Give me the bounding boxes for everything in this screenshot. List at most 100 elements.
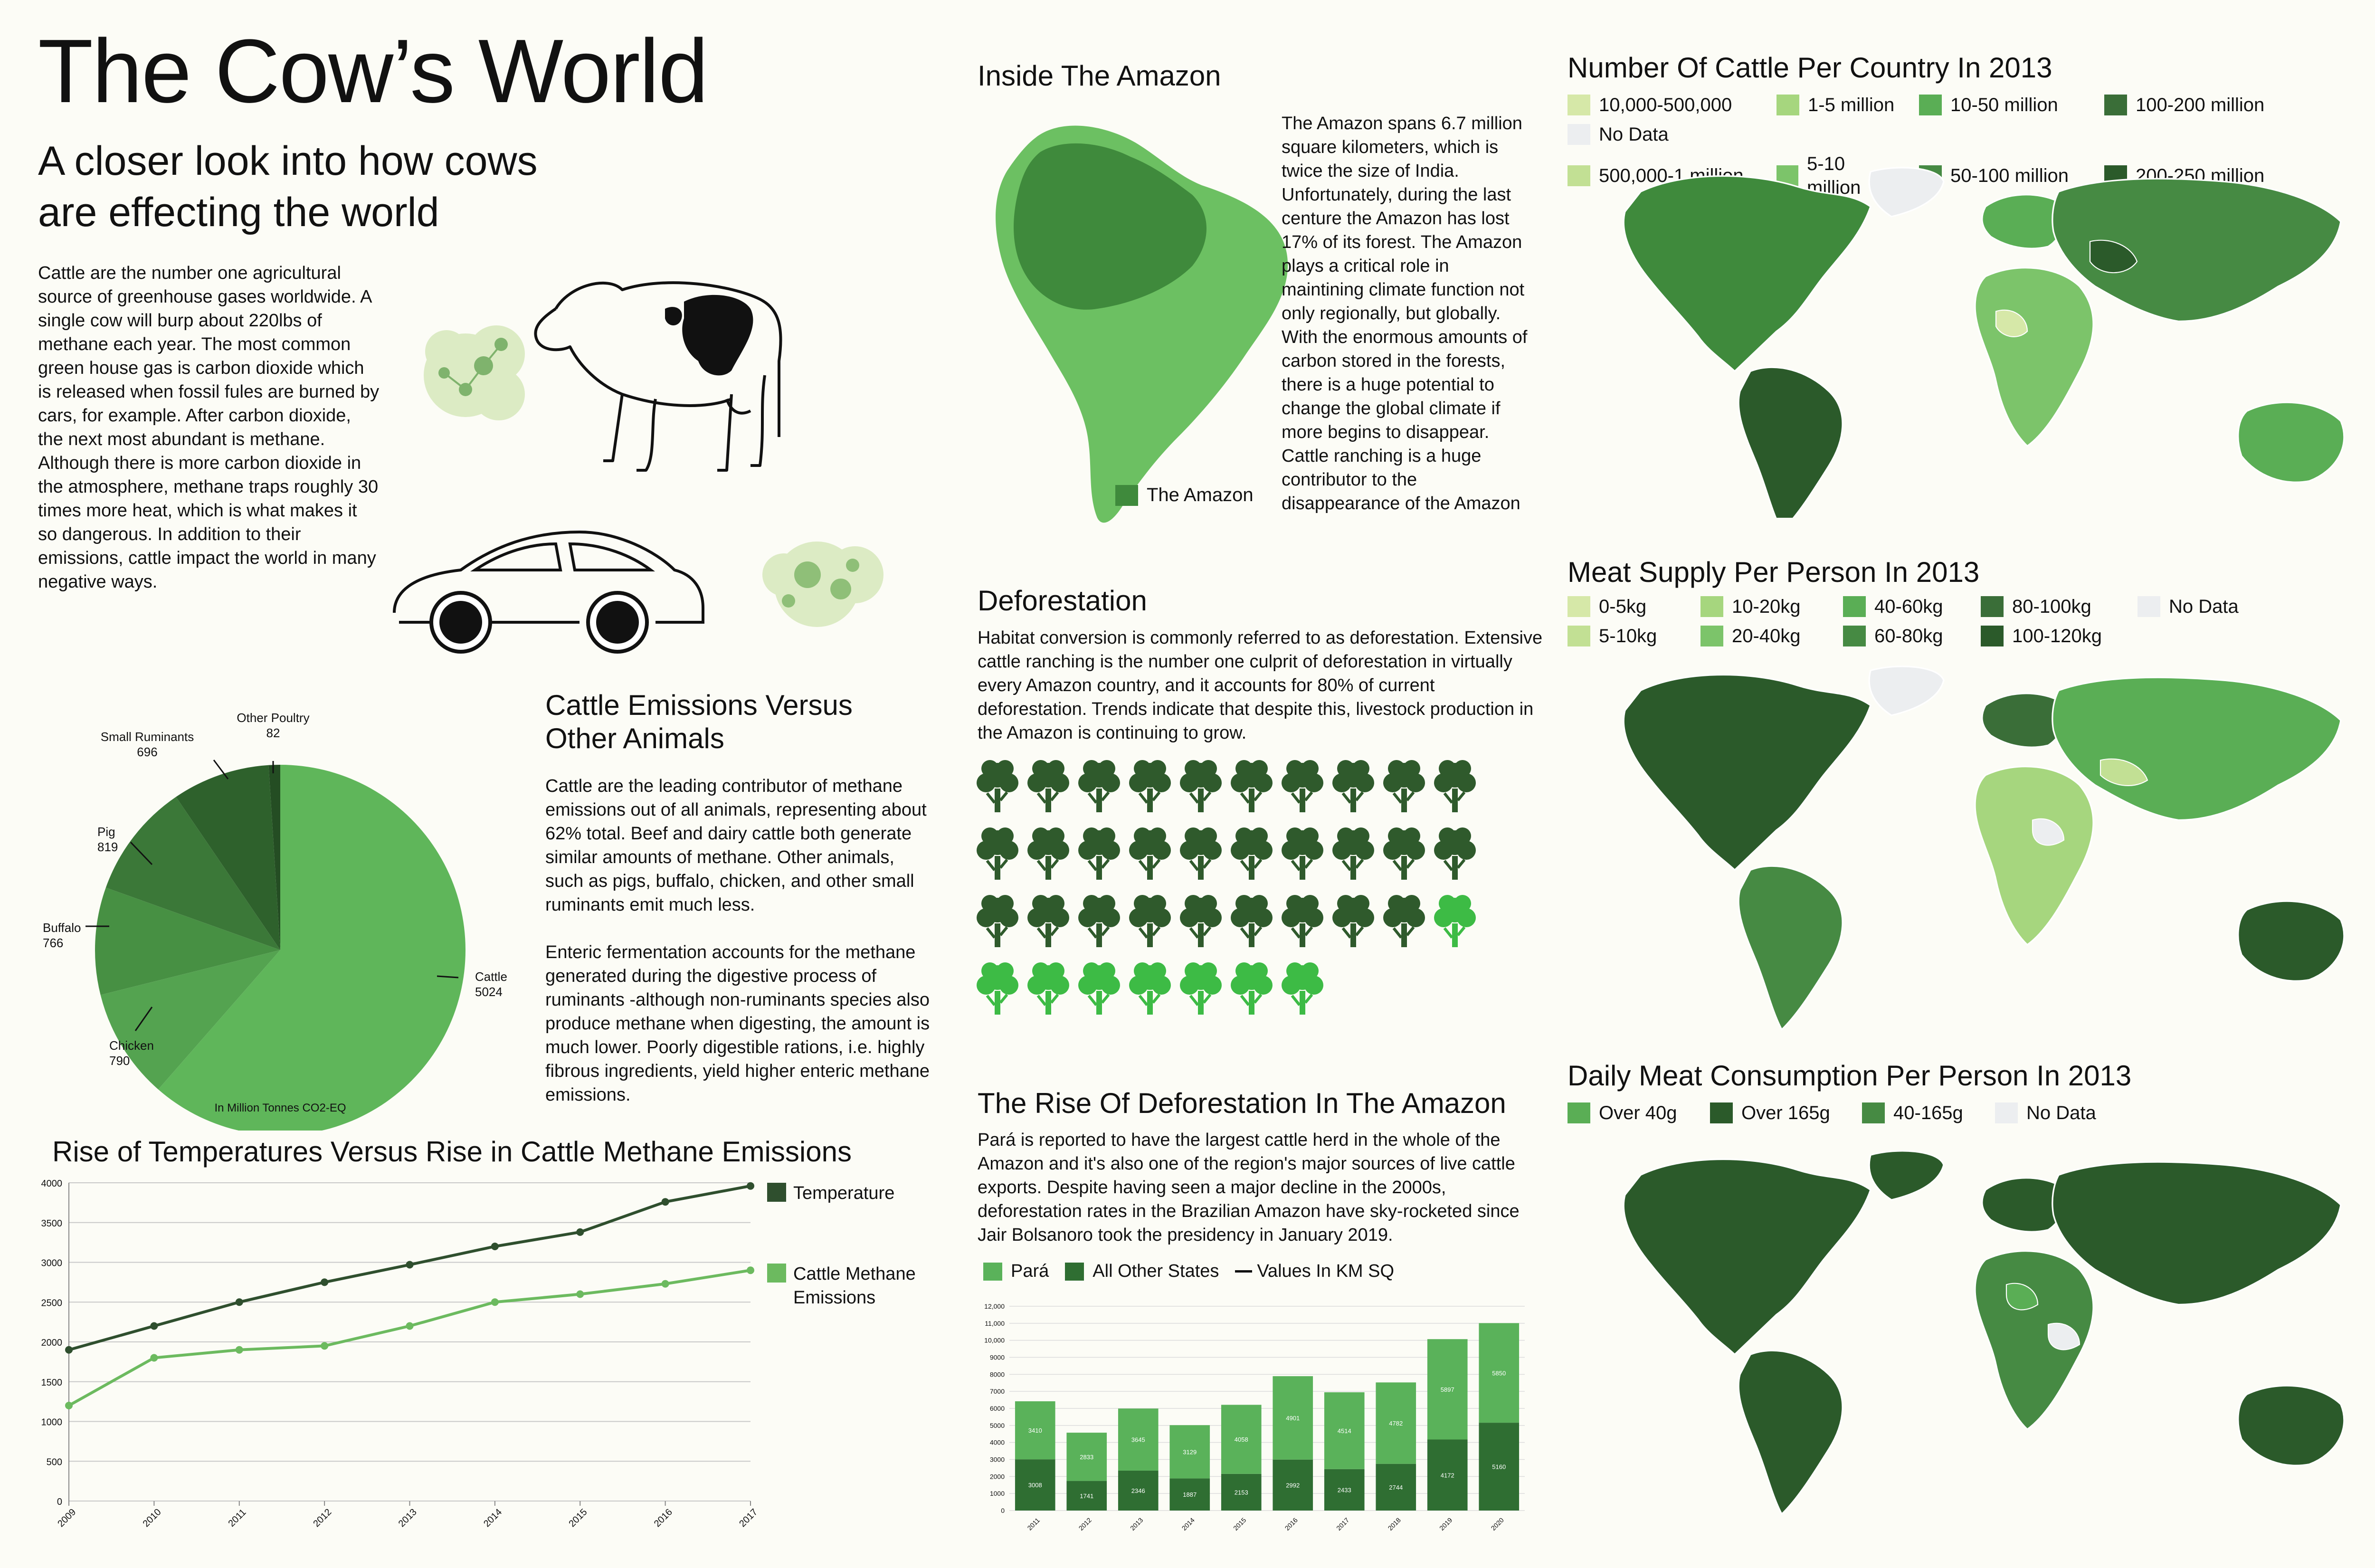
line-point <box>747 1182 754 1190</box>
map-legend-swatch <box>1981 626 2004 646</box>
bar-other-states <box>1376 1463 1416 1511</box>
map-legend-label: 100-200 million <box>2136 95 2265 115</box>
bar-y-tick: 9000 <box>990 1354 1005 1361</box>
line-x-tick: 2017 <box>737 1507 760 1529</box>
map-legend-item: 0-5kg <box>1568 595 1682 618</box>
bar-para <box>1015 1401 1055 1460</box>
map-region-asia <box>2052 1161 2342 1306</box>
bar-label-other: 3008 <box>1028 1482 1042 1489</box>
map-legend-label: Over 165g <box>1741 1102 1830 1123</box>
line-point <box>65 1402 73 1409</box>
page-subtitle: A closer look into how cows are effectin… <box>38 135 538 238</box>
map-legend-swatch <box>1568 95 1590 115</box>
line-y-tick: 1000 <box>41 1417 63 1428</box>
emissions-title-line-1: Cattle Emissions Versus <box>545 689 853 721</box>
amazon-text: The Amazon spans 6.7 million square kilo… <box>1282 114 1528 513</box>
tree-icon-dark <box>1434 827 1476 880</box>
map-legend-label: 50-100 million <box>1950 165 2069 186</box>
pie-slice-chicken <box>100 950 280 1090</box>
map-legend-item: 100-120kg <box>1981 624 2118 648</box>
line-point <box>491 1298 499 1306</box>
map-legend-item: 1-5 million <box>1776 93 1900 117</box>
bar-label-other: 2346 <box>1131 1487 1145 1494</box>
map-legend-swatch <box>1700 596 1723 617</box>
cow-spot-small-icon <box>665 307 682 325</box>
line-point <box>150 1354 158 1362</box>
map-region-africa <box>1974 766 2094 946</box>
tree-icon-light <box>1180 962 1222 1015</box>
pie-slice-other-poultry <box>268 765 280 950</box>
map-legend-swatch <box>1862 1102 1885 1123</box>
map-legend-swatch <box>1568 626 1590 646</box>
map-region-detail <box>1995 309 2028 337</box>
tree-icon-dark <box>1078 895 1120 947</box>
bar-label-para: 4058 <box>1235 1436 1248 1443</box>
bar-y-tick: 11,000 <box>985 1320 1005 1327</box>
bar-label-para: 3410 <box>1028 1427 1042 1434</box>
map-legend-swatch <box>1568 1102 1590 1123</box>
map-legend-label: Over 40g <box>1599 1102 1677 1123</box>
cow-spots-icon <box>682 295 753 376</box>
line-y-tick: 3500 <box>41 1218 63 1229</box>
line-point <box>406 1322 414 1330</box>
cattle-map-title: Number Of Cattle Per Country In 2013 <box>1568 52 2052 84</box>
map-region-detail <box>2100 758 2148 786</box>
map-legend-item: 5-10kg <box>1568 624 1682 648</box>
bar-para <box>1221 1405 1262 1474</box>
bar-y-tick: 10,000 <box>984 1337 1005 1344</box>
rise-text: Pará is reported to have the largest cat… <box>978 1130 1520 1245</box>
pie-leader-cattle <box>437 975 459 979</box>
pie-value-buffalo: 766 <box>43 936 63 950</box>
methane-cloud-icon <box>424 325 525 420</box>
tree-icon-dark <box>1383 760 1425 812</box>
pie-value-chicken: 790 <box>109 1054 130 1068</box>
line-x-tick: 2011 <box>227 1507 248 1529</box>
tree-icon-light <box>1231 962 1273 1015</box>
map-legend-label: 80-100kg <box>2012 596 2091 617</box>
bar-label-other: 2153 <box>1235 1489 1248 1496</box>
tree-icon-dark <box>1231 895 1273 947</box>
map-legend-label: No Data <box>2026 1102 2096 1123</box>
map-legend-item: 40-165g <box>1862 1101 1976 1125</box>
line-legend-label-temperature: Temperature <box>793 1183 894 1203</box>
line-chart-title: Rise of Temperatures Versus Rise in Catt… <box>52 1136 852 1168</box>
bar-x-tick: 2017 <box>1335 1516 1350 1532</box>
map-legend-item: 20-40kg <box>1700 624 1824 648</box>
bar-y-tick: 1000 <box>990 1490 1005 1497</box>
bar-legend-swatch-other <box>1065 1262 1084 1281</box>
pie-label-pig: Pig <box>97 825 115 839</box>
tree-icon-dark <box>977 895 1018 947</box>
pie-leader-small-ruminants <box>213 760 229 779</box>
emissions-title-line-2: Other Animals <box>545 722 724 754</box>
map-legend-item: No Data <box>2138 595 2252 618</box>
map-legend-swatch <box>2138 596 2160 617</box>
bar-para <box>1273 1376 1313 1460</box>
map-region-australia <box>2237 401 2345 483</box>
bar-para <box>1479 1323 1520 1423</box>
pie-slice-cattle <box>158 765 466 1131</box>
map-region-south-america <box>1738 865 1843 1031</box>
map-legend-label: 100-120kg <box>2012 626 2102 646</box>
map-legend-label: 0-5kg <box>1599 596 1647 617</box>
line-y-tick: 1500 <box>41 1378 63 1388</box>
map-legend-item: 60-80kg <box>1843 624 1962 648</box>
map-legend-item: 40-60kg <box>1843 595 1962 618</box>
line-x-tick: 2010 <box>141 1507 163 1529</box>
bar-y-tick: 0 <box>1001 1507 1005 1514</box>
tree-icon-dark <box>1129 827 1171 880</box>
map-region-greenland <box>1868 1150 1945 1201</box>
line-point <box>150 1322 158 1330</box>
car-wheel-front-icon <box>429 591 492 654</box>
pie-value-other-poultry: 82 <box>266 726 280 740</box>
line-point <box>235 1346 243 1354</box>
rise-title: The Rise Of Deforestation In The Amazon <box>978 1087 1506 1119</box>
deforestation-bar-chart: 0 1000 2000 3000 4000 5000 6000 7000 8000 9000 10,… <box>984 1302 1525 1532</box>
map-legend-swatch <box>1981 596 2004 617</box>
map-region-north-america <box>1623 674 1872 871</box>
intro-text: Cattle are the number one agricultural s… <box>38 263 380 592</box>
meat-supply-world-map <box>1623 665 2345 1031</box>
bar-other-states <box>1118 1470 1159 1511</box>
tree-icon-dark <box>1332 895 1374 947</box>
tree-icon-dark <box>1332 760 1374 812</box>
